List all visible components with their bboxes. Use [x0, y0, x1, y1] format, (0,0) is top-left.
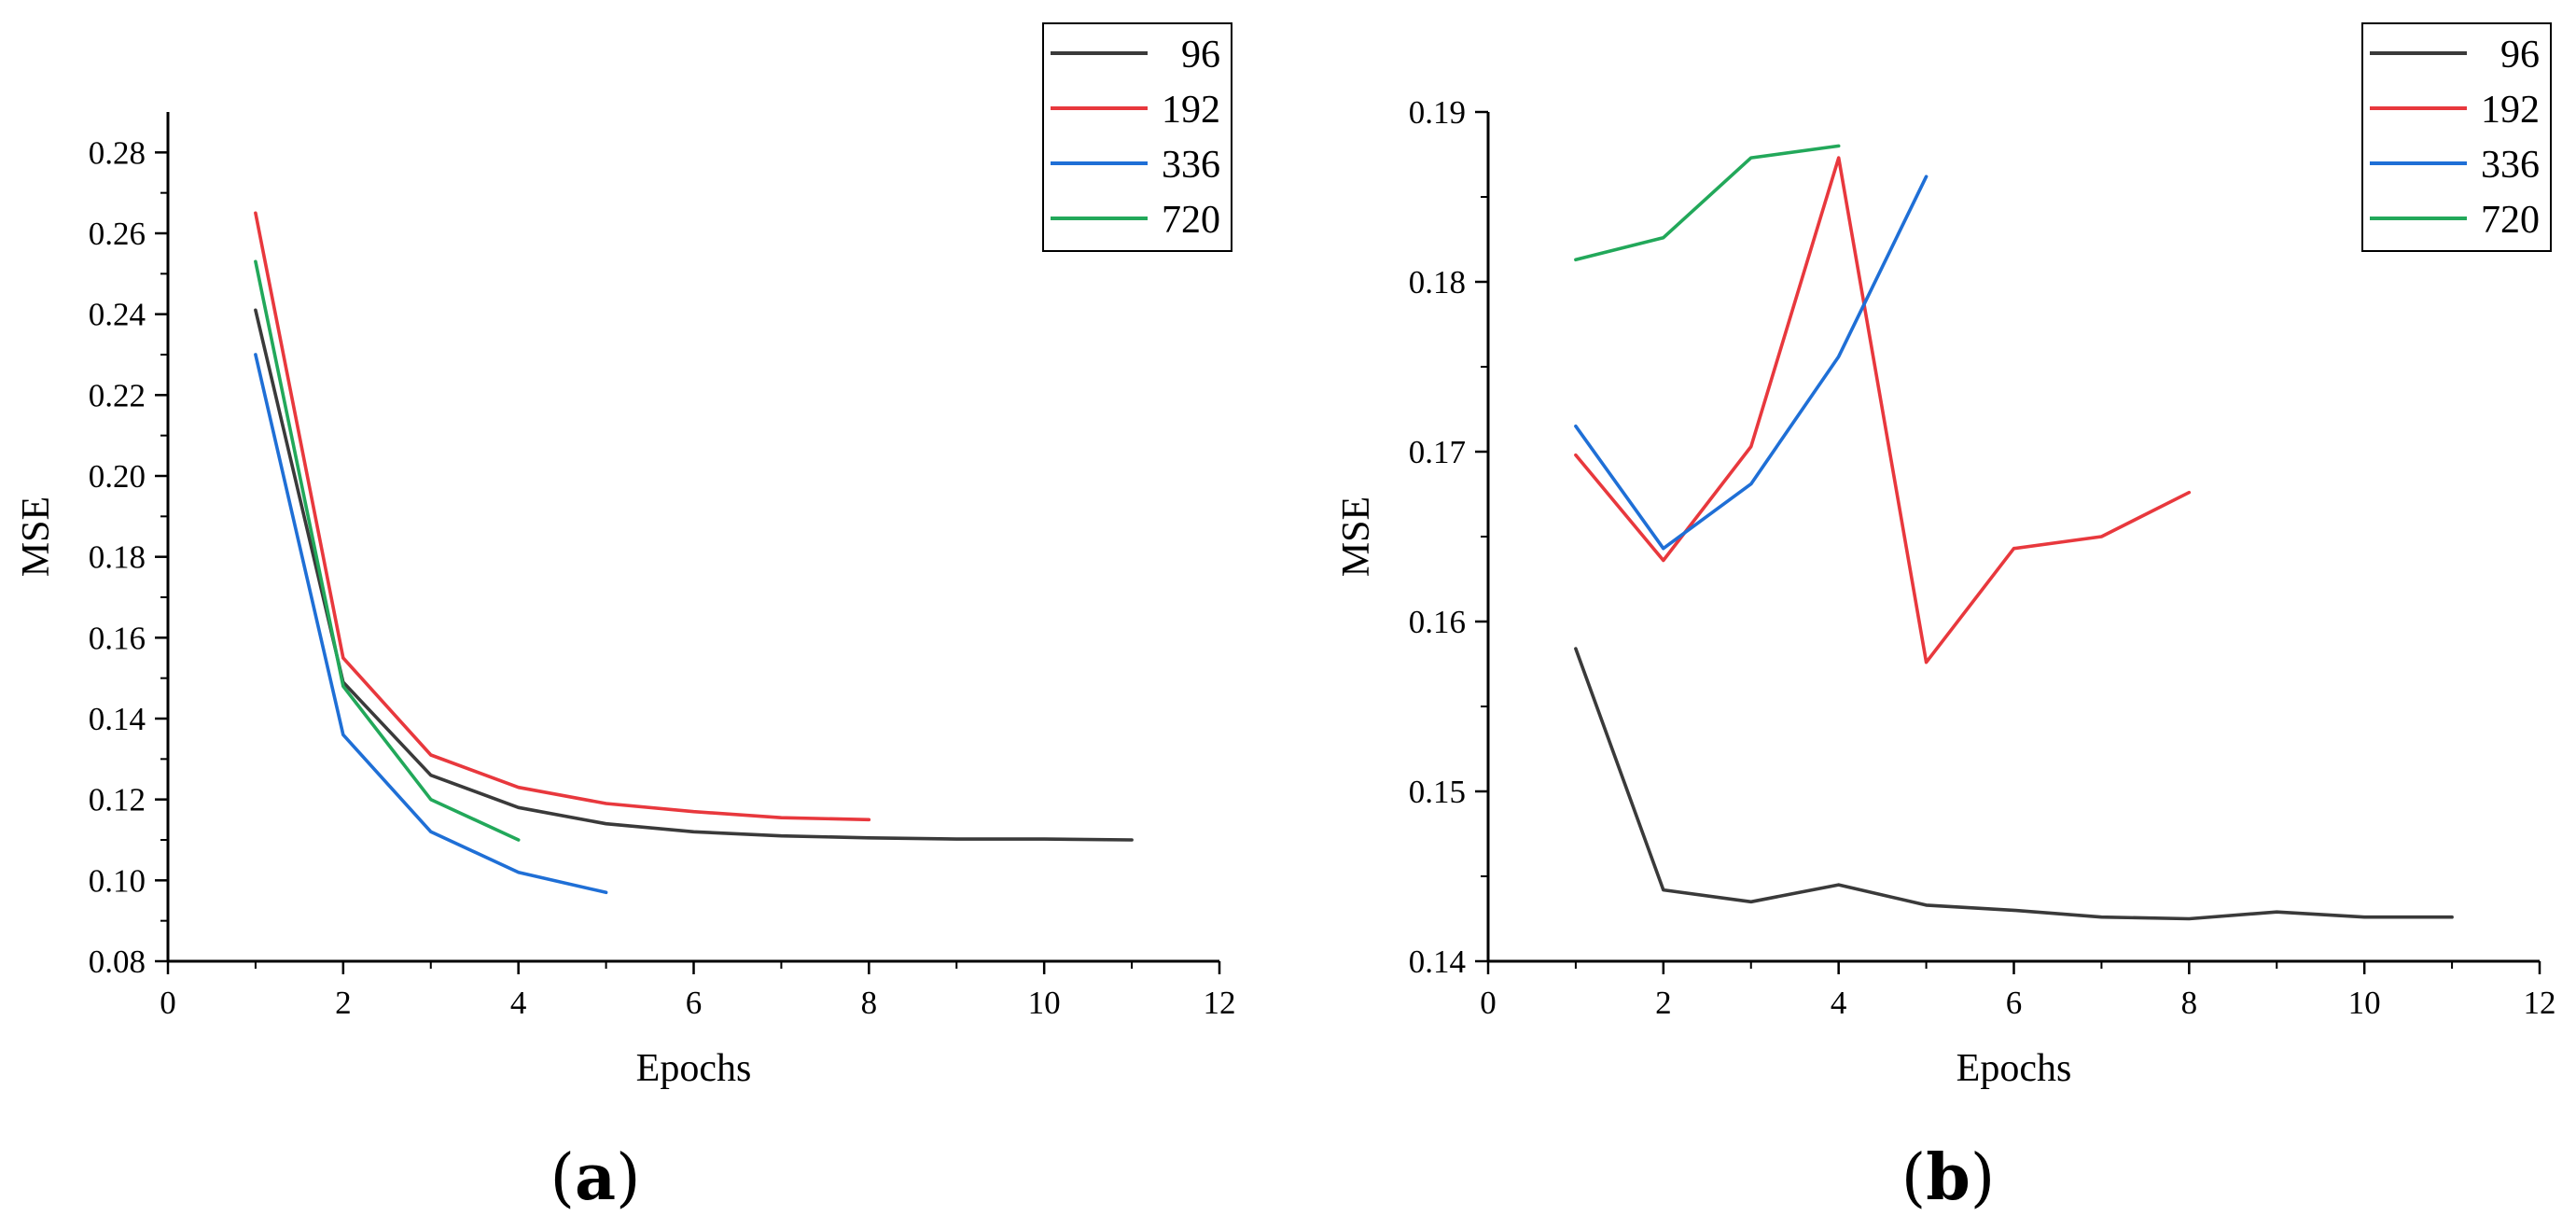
- y-tick-label: 0.26: [89, 216, 146, 252]
- series-line-720: [254, 259, 521, 842]
- series-line-96: [254, 308, 1134, 842]
- series-line-192: [1574, 156, 2192, 664]
- x-tick-label: 6: [2006, 985, 2023, 1021]
- y-tick-label: 0.18: [89, 539, 146, 576]
- y-tick-label: 0.15: [1409, 774, 1466, 810]
- x-tick-label: 8: [861, 985, 878, 1021]
- panel-label: (b): [1901, 1140, 1996, 1215]
- legend-label: 720: [2481, 199, 2540, 242]
- y-axis-title: MSE: [1335, 496, 1378, 577]
- x-tick-label: 6: [686, 985, 703, 1021]
- series-line-336: [254, 353, 608, 895]
- legend-label: 96: [1181, 34, 1220, 77]
- y-tick-label: 0.20: [89, 458, 146, 495]
- y-tick-label: 0.14: [1409, 943, 1466, 980]
- series-line-336: [1574, 175, 1929, 551]
- x-tick-label: 8: [2181, 985, 2198, 1021]
- x-tick-label: 10: [1028, 985, 1061, 1021]
- x-tick-label: 4: [1831, 985, 1847, 1021]
- x-axis-title: Epochs: [636, 1047, 752, 1090]
- x-tick-label: 4: [510, 985, 527, 1021]
- x-tick-label: 0: [1480, 985, 1497, 1021]
- x-tick-label: 0: [160, 985, 176, 1021]
- y-tick-label: 0.12: [89, 782, 146, 818]
- y-tick-label: 0.16: [89, 620, 146, 656]
- y-axis-title: MSE: [15, 496, 58, 577]
- legend-label: 336: [2481, 144, 2540, 187]
- y-tick-label: 0.24: [89, 297, 146, 333]
- x-tick-label: 10: [2348, 985, 2381, 1021]
- panel-a: 0 2 4 6 8 10 12 0.08 0.10 0.12 0.14 0.16 0.18 0.20 0.2…: [15, 22, 1236, 1215]
- x-tick-label: 12: [1204, 985, 1236, 1021]
- legend-label: 720: [1162, 199, 1220, 242]
- y-tick-label: 0.22: [89, 377, 146, 413]
- x-tick-label: 12: [2524, 985, 2556, 1021]
- y-tick-label: 0.14: [89, 701, 146, 737]
- legend-label: 192: [2481, 89, 2540, 132]
- legend-box: [2361, 22, 2552, 252]
- legend-label: 192: [1162, 89, 1220, 132]
- y-tick-label: 0.17: [1409, 434, 1466, 470]
- y-tick-label: 0.16: [1409, 604, 1466, 640]
- legend-box: [1042, 22, 1232, 252]
- series-line-192: [254, 211, 871, 822]
- y-tick-label: 0.19: [1409, 94, 1466, 131]
- series-line-96: [1574, 647, 2454, 921]
- series-line-720: [1574, 144, 1841, 262]
- legend-label: 336: [1162, 144, 1220, 187]
- y-tick-label: 0.10: [89, 862, 146, 899]
- x-axis-title: Epochs: [1956, 1047, 2072, 1090]
- panel-label: (a): [550, 1140, 640, 1215]
- x-tick-label: 2: [335, 985, 352, 1021]
- panel-b: 0 2 4 6 8 10 12 0.14 0.15 0.16 0.17 0.18 0.19 Epochs M…: [1335, 22, 2556, 1215]
- x-tick-label: 2: [1655, 985, 1672, 1021]
- y-tick-label: 0.08: [89, 943, 146, 980]
- y-tick-label: 0.18: [1409, 264, 1466, 301]
- legend-label: 96: [2500, 34, 2540, 77]
- y-tick-label: 0.28: [89, 134, 146, 171]
